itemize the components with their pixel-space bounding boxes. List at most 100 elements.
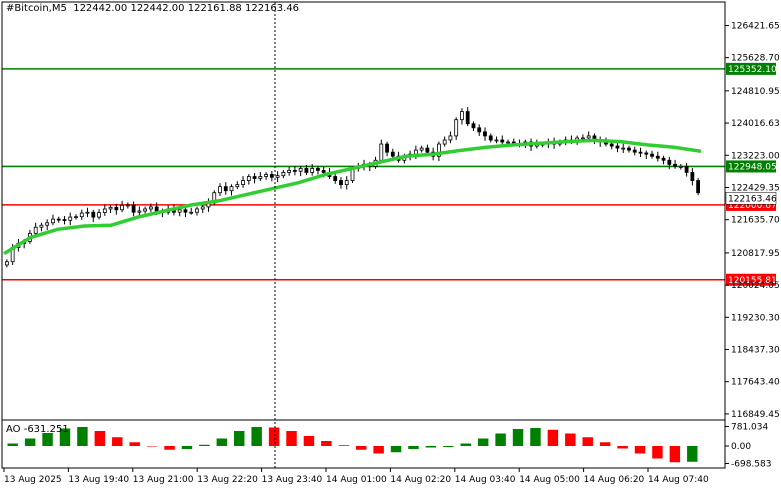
candle-body xyxy=(275,175,280,178)
candle-body xyxy=(471,123,476,129)
candle-body xyxy=(177,209,182,213)
candle-body xyxy=(85,211,90,214)
x-tick-label: 14 Aug 05:00 xyxy=(519,475,580,485)
candle-body xyxy=(448,135,453,141)
chart-header: #Bitcoin,M5 122442.00 122442.00 122161.8… xyxy=(6,3,299,14)
candle-body xyxy=(125,204,130,207)
x-tick-label: 13 Aug 23:40 xyxy=(262,475,323,485)
ao-tick-label: 781.034 xyxy=(731,422,768,432)
candle-body xyxy=(235,184,240,188)
candle-body xyxy=(246,176,251,181)
ao-label: AO -631.251 xyxy=(6,424,69,435)
candle-body xyxy=(229,186,234,192)
y-tick-label: 117643.40 xyxy=(731,378,780,388)
candle-body xyxy=(108,206,113,210)
price-level-label: 122000.67 xyxy=(728,201,777,211)
candle-body xyxy=(195,208,199,213)
current-price-label: 122163.46 xyxy=(728,194,777,204)
candle-body xyxy=(621,147,626,150)
candle-body xyxy=(120,204,124,211)
symbol-label: #Bitcoin,M5 xyxy=(6,3,67,14)
candle-body xyxy=(79,212,84,218)
candle-body xyxy=(344,180,349,186)
candle-body xyxy=(51,218,55,224)
candle-body xyxy=(655,155,660,159)
candle-body xyxy=(316,167,320,171)
candle-body xyxy=(488,135,493,141)
candle-body xyxy=(241,180,245,186)
price-level-tag xyxy=(726,62,776,75)
candle-body xyxy=(684,165,689,173)
y-tick-label: 126421.65 xyxy=(731,21,780,31)
ao-header: AO -631.251 xyxy=(6,424,69,435)
candle-body xyxy=(609,143,614,147)
candle-body xyxy=(62,219,67,221)
candle-body xyxy=(638,151,643,154)
y-tick-label: 125628.70 xyxy=(731,54,780,64)
candle-body xyxy=(494,139,499,142)
candle-body xyxy=(4,261,9,266)
candle-body xyxy=(292,170,297,172)
candle-body xyxy=(586,135,591,139)
candle-body xyxy=(33,226,38,234)
candle-body xyxy=(477,127,482,133)
candle-body xyxy=(390,151,395,157)
x-tick-label: 13 Aug 22:20 xyxy=(197,475,258,485)
y-tick-label: 122429.35 xyxy=(731,183,780,193)
candle-body xyxy=(102,208,107,214)
candle-body xyxy=(506,141,510,144)
candle-body xyxy=(425,147,430,153)
y-tick-label: 123223.00 xyxy=(731,151,780,161)
candle-body xyxy=(661,157,666,161)
candle-body xyxy=(321,170,326,173)
x-tick-label: 14 Aug 06:20 xyxy=(584,475,645,485)
candle-body xyxy=(304,167,309,173)
candle-body xyxy=(673,163,677,167)
ao-indicator-area[interactable] xyxy=(7,427,698,463)
candle-body xyxy=(68,216,73,221)
candle-body xyxy=(298,167,303,172)
candle-body xyxy=(667,159,672,165)
x-tick-label: 13 Aug 21:00 xyxy=(133,475,194,485)
candle-body xyxy=(419,147,424,151)
candle-body xyxy=(137,210,142,213)
ao-tick-label: -698.583 xyxy=(731,459,771,469)
x-tick-label: 13 Aug 2025 xyxy=(4,475,62,485)
current-price-tag xyxy=(725,192,777,205)
y-tick-label: 121635.70 xyxy=(731,216,780,226)
candle-body xyxy=(615,145,620,149)
x-tick-label: 14 Aug 07:40 xyxy=(648,475,709,485)
candle-body xyxy=(223,186,228,192)
candle-body xyxy=(650,153,654,157)
y-tick-label: 124810.95 xyxy=(731,87,780,97)
candle-body xyxy=(437,143,441,157)
price-level-label: 122948.05 xyxy=(728,162,777,172)
candle-body xyxy=(413,149,418,155)
x-tick-label: 13 Aug 19:40 xyxy=(68,475,129,485)
candle-body xyxy=(200,206,205,210)
candle-body xyxy=(154,206,159,212)
candle-body xyxy=(131,204,136,213)
y-tick-label: 120024.05 xyxy=(731,281,780,291)
candle-body xyxy=(678,165,683,168)
candle-body xyxy=(696,180,701,194)
ao-tick-label: 0.00 xyxy=(731,442,751,452)
candle-body xyxy=(460,111,464,121)
candle-body xyxy=(690,172,695,181)
candle-body xyxy=(258,176,263,179)
candle-body xyxy=(500,139,505,143)
candle-body xyxy=(114,206,119,211)
candle-body xyxy=(581,137,585,140)
price-level-label: 125352.10 xyxy=(728,65,777,75)
candle-body xyxy=(148,206,153,210)
candle-body xyxy=(39,224,44,228)
candle-body xyxy=(264,174,268,177)
candle-body xyxy=(183,209,188,213)
candle-body xyxy=(252,176,257,179)
candle-body xyxy=(45,222,50,226)
candle-body xyxy=(627,147,631,151)
price-plot-area[interactable]: 125352.10 122948.05 122000.67 120155.81 1221… xyxy=(2,62,777,286)
candle-body xyxy=(632,149,637,153)
